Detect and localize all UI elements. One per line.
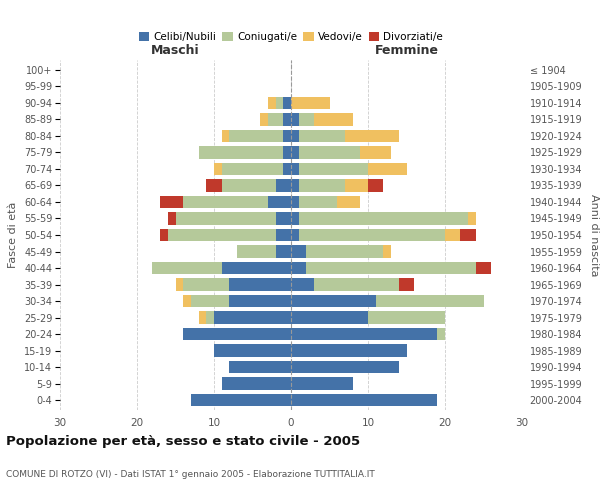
Bar <box>291 262 307 274</box>
Bar <box>176 212 275 224</box>
Legend: Celibi/Nubili, Coniugati/e, Vedovi/e, Divorziati/e: Celibi/Nubili, Coniugati/e, Vedovi/e, Di… <box>137 30 445 44</box>
Bar <box>275 212 291 224</box>
Bar <box>283 146 291 158</box>
Bar <box>299 130 345 142</box>
Bar <box>368 180 383 192</box>
Bar <box>360 146 391 158</box>
Bar <box>275 180 291 192</box>
Bar <box>291 361 399 374</box>
Y-axis label: Fasce di età: Fasce di età <box>8 202 19 268</box>
Text: Femmine: Femmine <box>374 44 439 57</box>
Bar <box>399 278 414 290</box>
Bar <box>299 212 468 224</box>
Bar <box>275 229 291 241</box>
Bar <box>160 229 168 241</box>
Bar <box>291 130 299 142</box>
Bar <box>307 262 476 274</box>
Bar <box>291 212 299 224</box>
Bar <box>283 163 291 175</box>
Bar <box>476 262 491 274</box>
Bar <box>183 295 191 307</box>
Bar <box>199 146 283 158</box>
Bar <box>214 344 291 357</box>
Bar <box>291 146 299 158</box>
Bar <box>275 96 283 109</box>
Bar <box>291 180 299 192</box>
Bar <box>183 328 291 340</box>
Bar <box>445 229 460 241</box>
Bar <box>383 246 391 258</box>
Bar <box>314 278 399 290</box>
Bar <box>222 130 229 142</box>
Bar <box>437 328 445 340</box>
Bar <box>229 278 291 290</box>
Bar <box>299 163 368 175</box>
Bar <box>460 229 476 241</box>
Bar <box>291 96 329 109</box>
Bar <box>314 113 353 126</box>
Bar <box>299 146 360 158</box>
Bar <box>299 229 445 241</box>
Bar <box>160 196 183 208</box>
Bar <box>368 312 445 324</box>
Bar <box>183 196 268 208</box>
Bar <box>229 130 283 142</box>
Bar <box>214 312 291 324</box>
Bar <box>206 180 222 192</box>
Bar <box>291 229 299 241</box>
Bar <box>199 312 206 324</box>
Bar <box>206 312 214 324</box>
Bar <box>376 295 484 307</box>
Bar <box>268 96 275 109</box>
Bar <box>268 113 283 126</box>
Text: Maschi: Maschi <box>151 44 200 57</box>
Bar <box>222 378 291 390</box>
Bar <box>345 180 368 192</box>
Bar <box>168 229 275 241</box>
Bar <box>291 328 437 340</box>
Bar <box>291 295 376 307</box>
Bar <box>229 361 291 374</box>
Bar <box>283 130 291 142</box>
Bar <box>237 246 275 258</box>
Bar <box>307 246 383 258</box>
Bar <box>176 278 183 290</box>
Bar <box>222 163 283 175</box>
Bar <box>291 378 353 390</box>
Bar <box>337 196 360 208</box>
Bar <box>260 113 268 126</box>
Bar <box>283 96 291 109</box>
Bar <box>183 278 229 290</box>
Bar <box>283 113 291 126</box>
Bar <box>152 262 222 274</box>
Y-axis label: Anni di nascita: Anni di nascita <box>589 194 599 276</box>
Bar <box>468 212 476 224</box>
Bar <box>291 163 299 175</box>
Bar <box>291 196 299 208</box>
Bar <box>291 312 368 324</box>
Bar <box>299 196 337 208</box>
Bar <box>268 196 291 208</box>
Bar <box>291 113 299 126</box>
Bar <box>368 163 407 175</box>
Bar <box>345 130 399 142</box>
Bar <box>191 295 229 307</box>
Bar <box>191 394 291 406</box>
Bar <box>299 113 314 126</box>
Bar <box>214 163 222 175</box>
Bar <box>291 246 307 258</box>
Bar <box>291 278 314 290</box>
Text: COMUNE DI ROTZO (VI) - Dati ISTAT 1° gennaio 2005 - Elaborazione TUTTITALIA.IT: COMUNE DI ROTZO (VI) - Dati ISTAT 1° gen… <box>6 470 375 479</box>
Text: Popolazione per età, sesso e stato civile - 2005: Popolazione per età, sesso e stato civil… <box>6 435 360 448</box>
Bar <box>168 212 176 224</box>
Bar <box>222 262 291 274</box>
Bar <box>291 394 437 406</box>
Bar <box>229 295 291 307</box>
Bar <box>275 246 291 258</box>
Bar <box>291 344 407 357</box>
Bar <box>299 180 345 192</box>
Bar <box>222 180 275 192</box>
